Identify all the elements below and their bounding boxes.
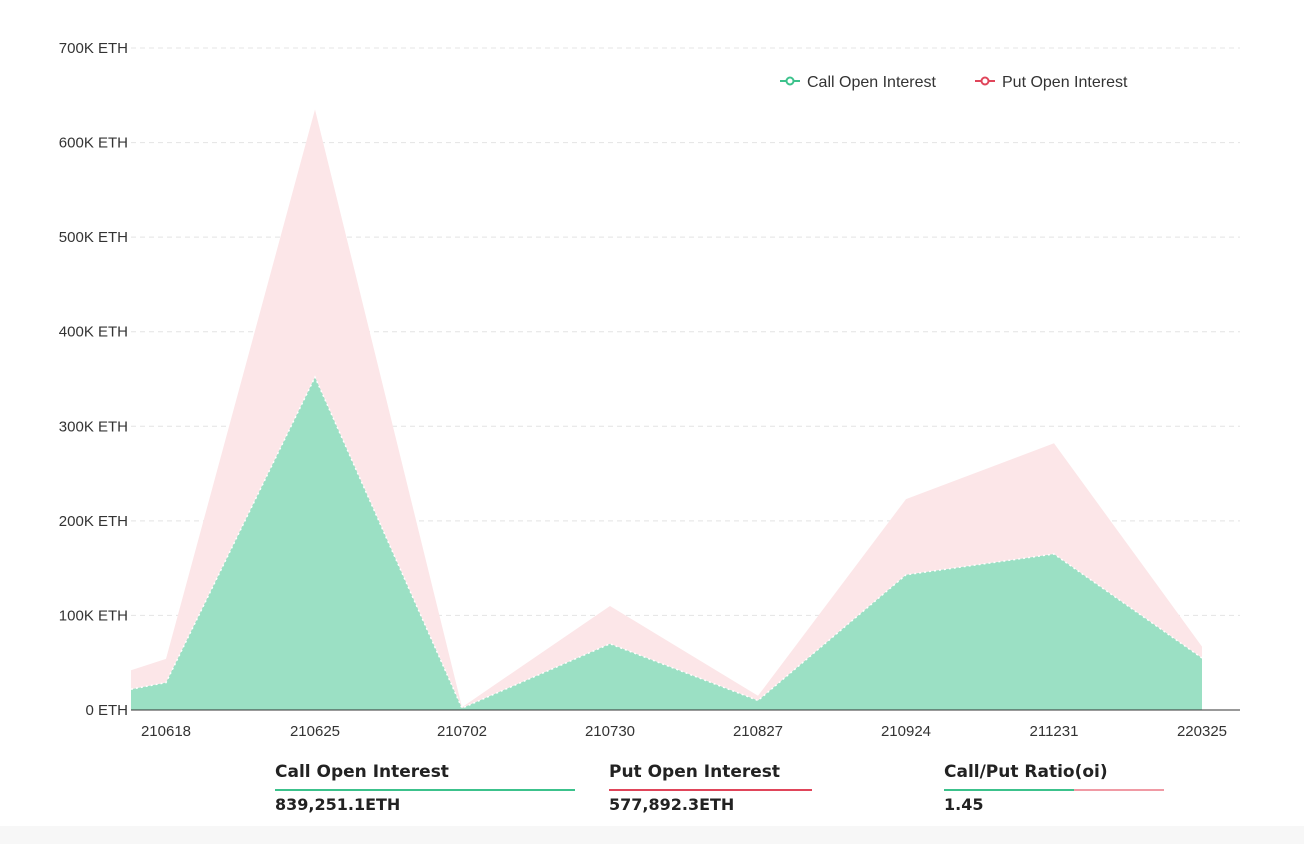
stat-ratio-bar xyxy=(944,789,1164,791)
y-tick-label: 600K ETH xyxy=(59,135,128,152)
y-tick-label: 700K ETH xyxy=(59,40,128,57)
area-series xyxy=(130,109,1203,710)
stat-call-put-ratio: Call/Put Ratio(oi) 1.45 xyxy=(944,755,1164,814)
stat-put-open-interest: Put Open Interest 577,892.3ETH xyxy=(609,755,812,814)
x-tick-label: 220325 xyxy=(1177,723,1227,740)
legend-label[interactable]: Call Open Interest xyxy=(807,74,937,91)
stat-underline xyxy=(609,789,812,791)
call-open-interest-area xyxy=(131,377,1202,710)
stat-label: Put Open Interest xyxy=(609,762,781,782)
x-tick-label: 210730 xyxy=(585,723,635,740)
legend-label[interactable]: Put Open Interest xyxy=(1002,74,1128,91)
x-tick-label: 211231 xyxy=(1030,723,1079,740)
legend-marker[interactable] xyxy=(785,76,795,86)
stat-underline xyxy=(275,789,575,791)
stat-value: 839,251.1ETH xyxy=(275,795,401,814)
y-tick-label: 200K ETH xyxy=(59,513,128,530)
legend-marker[interactable] xyxy=(980,76,990,86)
stats-panel: Call Open Interest 839,251.1ETH Put Open… xyxy=(0,755,1304,825)
put-open-interest-area xyxy=(131,109,1202,710)
legend: Call Open Interest Put Open Interest xyxy=(780,74,1128,91)
footer-strip xyxy=(0,826,1304,844)
y-tick-label: 400K ETH xyxy=(59,324,128,341)
stat-value: 577,892.3ETH xyxy=(609,795,735,814)
y-tick-label: 0 ETH xyxy=(85,702,128,719)
axes: 0 ETH 100K ETH 200K ETH 300K ETH 400K ETH 500… xyxy=(59,40,1240,740)
x-tick-label: 210827 xyxy=(733,723,783,740)
stat-call-open-interest: Call Open Interest 839,251.1ETH xyxy=(275,755,575,814)
y-tick-label: 100K ETH xyxy=(59,607,128,624)
x-tick-label: 210618 xyxy=(141,723,191,740)
open-interest-chart: 0 ETH 100K ETH 200K ETH 300K ETH 400K ETH 500… xyxy=(59,40,1240,740)
stat-label: Call/Put Ratio(oi) xyxy=(944,762,1108,782)
y-tick-label: 500K ETH xyxy=(59,229,128,246)
x-tick-label: 210924 xyxy=(881,723,931,740)
y-tick-label: 300K ETH xyxy=(59,418,128,435)
stat-value: 1.45 xyxy=(944,795,984,814)
x-tick-label: 210625 xyxy=(290,723,340,740)
x-tick-label: 210702 xyxy=(437,723,487,740)
call-open-interest-line xyxy=(130,375,1203,710)
stat-label: Call Open Interest xyxy=(275,762,449,782)
